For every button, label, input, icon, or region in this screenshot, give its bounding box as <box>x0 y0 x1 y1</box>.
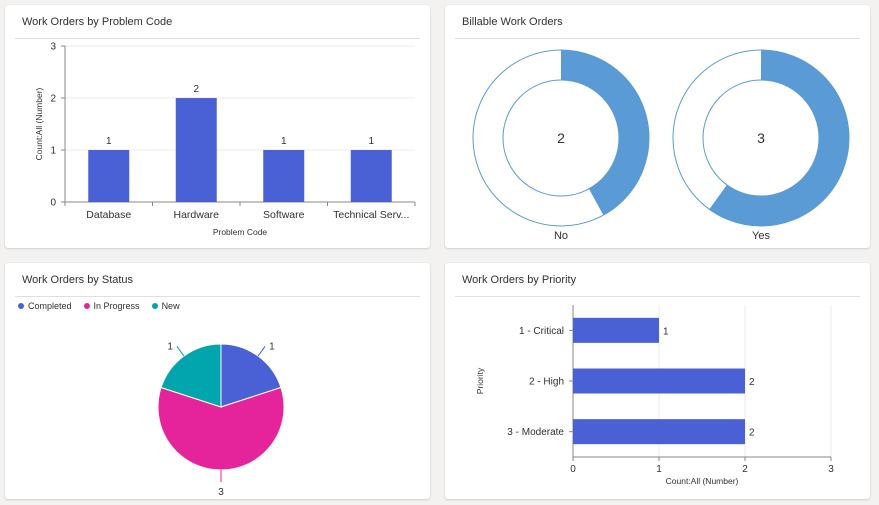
x-axis-label: Problem Code <box>213 227 268 237</box>
problem-code-title: Work Orders by Problem Code <box>22 16 173 28</box>
completed-dot-icon <box>18 303 24 309</box>
legend-label-new: New <box>161 301 180 311</box>
priority-panel: Work Orders by Priority 0 1 2 3 1 1 - Critica… <box>445 263 870 499</box>
donut-segment <box>709 50 849 226</box>
x-tick-label: 3 <box>828 464 834 475</box>
priority-bar-chart: 0 1 2 3 1 1 - Critical 2 2 - High 2 3 - Moderate C… <box>475 305 834 486</box>
legend-label-in-progress: In Progress <box>93 301 140 311</box>
billable-title: Billable Work Orders <box>462 16 563 28</box>
x-tick-label: 2 <box>742 464 748 475</box>
bar <box>175 98 217 202</box>
new-dot-icon <box>151 303 158 309</box>
in-progress-dot-icon <box>83 303 90 309</box>
bar <box>263 150 305 202</box>
problem-code-bar-chart: 0 1 2 3 1 Database 2 Hardware 1 Software 1 Technica… <box>34 42 416 237</box>
x-tick-label: Technical Serv... <box>333 209 409 221</box>
billable-panel: Billable Work Orders 2 No 3 Yes <box>445 5 870 248</box>
pie-leader-line <box>176 346 185 357</box>
divider <box>15 296 420 297</box>
divider <box>15 38 420 39</box>
y-axis-label: Priority <box>475 367 485 394</box>
bar <box>350 150 392 202</box>
x-axis-label: Count:All (Number) <box>666 476 739 486</box>
y-tick-label: 2 <box>50 94 56 105</box>
priority-title: Work Orders by Priority <box>462 274 577 286</box>
pie-leader-line <box>257 346 266 357</box>
data-label: 2 <box>193 84 199 95</box>
billable-donut-charts: 2 No 3 Yes <box>472 49 850 242</box>
donut-center-value: 2 <box>557 130 565 146</box>
x-tick-label: Hardware <box>173 209 219 221</box>
y-tick-label: 1 <box>50 146 56 157</box>
legend-item-completed[interactable]: Completed <box>18 301 72 311</box>
x-tick-label: Software <box>263 209 305 221</box>
legend-item-in-progress[interactable]: In Progress <box>83 301 140 311</box>
data-label: 1 <box>106 136 112 147</box>
x-tick-label: Database <box>86 209 131 221</box>
y-tick-label: 1 - Critical <box>519 326 564 337</box>
pie-data-label: 1 <box>269 341 275 352</box>
pie-slice <box>157 386 285 471</box>
y-tick-label: 0 <box>50 198 56 209</box>
data-label: 1 <box>281 136 287 147</box>
status-legend: Completed In Progress New <box>18 301 180 311</box>
divider <box>455 38 860 39</box>
data-label: 2 <box>749 428 755 439</box>
pie-data-label: 3 <box>218 487 224 498</box>
y-axis-label: Count:All (Number) <box>34 87 44 160</box>
donut-center-value: 3 <box>757 130 765 146</box>
pie-data-label: 1 <box>167 341 173 352</box>
legend-label-completed: Completed <box>28 301 72 311</box>
donut-segment <box>561 50 649 216</box>
data-label: 2 <box>749 377 755 388</box>
y-tick-label: 3 <box>50 42 56 53</box>
donut-label: No <box>554 230 568 242</box>
y-tick-label: 2 - High <box>529 377 564 388</box>
problem-code-panel: Work Orders by Problem Code 0 1 2 3 1 Databas… <box>5 5 430 248</box>
donut-label: Yes <box>752 230 770 242</box>
legend-item-new[interactable]: New <box>151 301 180 311</box>
x-tick-label: 0 <box>570 464 576 475</box>
bar <box>573 368 745 394</box>
y-tick-label: 3 - Moderate <box>507 427 564 438</box>
divider <box>455 296 860 297</box>
status-title: Work Orders by Status <box>22 274 134 286</box>
bar <box>88 150 130 202</box>
bar <box>573 317 659 343</box>
bar <box>573 419 745 445</box>
data-label: 1 <box>663 326 669 337</box>
data-label: 1 <box>368 136 374 147</box>
status-panel: Work Orders by Status 1 3 1 <box>5 263 430 499</box>
x-tick-label: 1 <box>656 464 662 475</box>
status-pie-chart: 1 3 1 <box>157 341 285 498</box>
